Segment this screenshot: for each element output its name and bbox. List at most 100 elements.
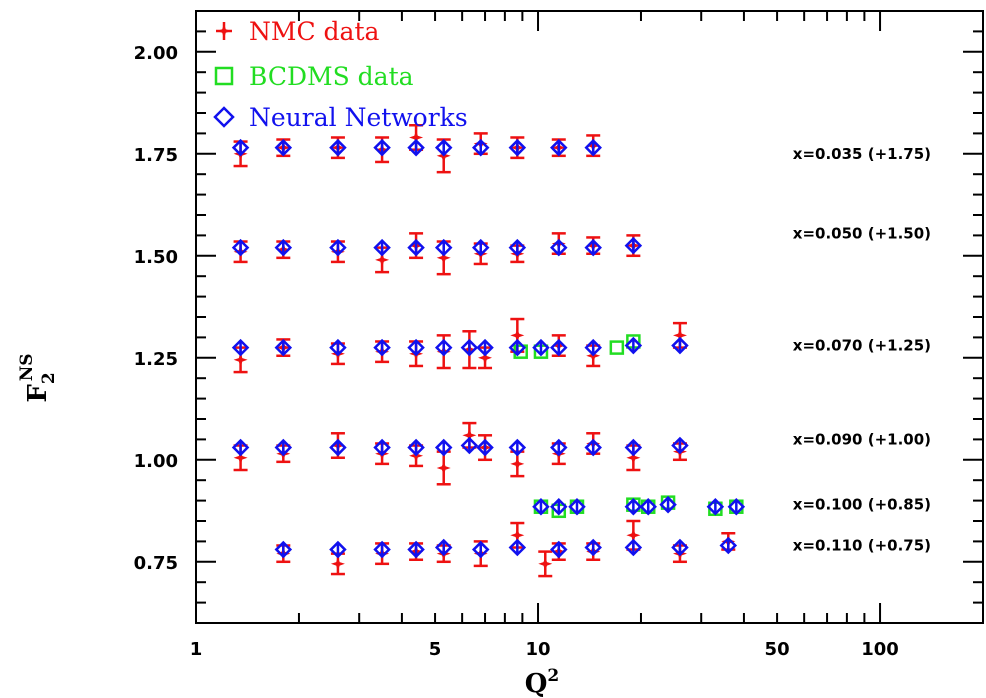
series-annotation: x=0.110 (+0.75) (793, 536, 931, 554)
nn-marker (624, 438, 643, 457)
nn-marker (231, 438, 250, 457)
nn-point (550, 497, 568, 516)
nn-point (274, 438, 293, 457)
nn-marker (584, 238, 602, 257)
x-axis-title: Q2 (525, 666, 560, 698)
nn-marker (329, 438, 347, 457)
legend-label: Neural Networks (249, 103, 468, 132)
series-annotation: x=0.070 (+1.25) (793, 337, 931, 355)
nn-point (508, 538, 527, 557)
nmc-marker (510, 528, 525, 543)
nn-marker (471, 540, 490, 559)
nn-marker (659, 495, 677, 514)
legend-diamond-marker (213, 106, 235, 128)
nn-marker (460, 436, 479, 455)
nn-marker (373, 438, 391, 457)
nn-marker (584, 138, 602, 157)
nmc-marker (626, 528, 641, 543)
x-axis-label: Q (525, 669, 548, 698)
nmc-point (538, 550, 553, 578)
series-annotation: x=0.090 (+1.00) (793, 430, 931, 448)
nn-point (329, 540, 347, 559)
nmc-marker (436, 250, 451, 265)
nn-marker (584, 538, 602, 557)
x-tick-label: 50 (765, 639, 790, 660)
nn-marker (434, 138, 453, 157)
x-tick-label: 5 (429, 639, 442, 660)
nn-point (231, 238, 250, 257)
nn-marker (508, 238, 527, 257)
nn-point (671, 538, 689, 557)
nn-marker (671, 538, 689, 557)
nn-marker (508, 138, 527, 157)
nn-point (434, 538, 453, 557)
svg-text:F2NS: F2NS (17, 353, 59, 402)
nn-point (532, 338, 550, 357)
nmc-marker (233, 352, 248, 367)
x-tick-label: 1 (190, 639, 203, 660)
nn-point (508, 238, 527, 257)
nn-marker (329, 138, 347, 157)
nn-point (508, 438, 527, 457)
x-tick-label: 10 (525, 639, 550, 660)
nn-marker (550, 138, 568, 157)
nmc-marker (409, 130, 424, 145)
nn-point (373, 540, 391, 559)
nmc-marker (233, 450, 248, 465)
nn-point (550, 540, 568, 559)
nn-marker (471, 238, 490, 257)
nn-point (508, 138, 527, 157)
nn-marker (231, 138, 250, 157)
y-axis-label: F (23, 384, 53, 403)
nn-marker (460, 338, 479, 357)
nn-point (434, 338, 453, 357)
y-tick-label: 1.50 (134, 247, 178, 268)
series-annotation: x=0.100 (+0.85) (793, 496, 931, 514)
nn-point (373, 438, 391, 457)
nn-point (508, 338, 527, 357)
nn-marker (719, 536, 738, 555)
nn-marker (550, 540, 568, 559)
nn-point (329, 338, 347, 357)
nn-point (584, 138, 602, 157)
nn-marker (508, 338, 527, 357)
nn-point (568, 497, 586, 516)
nn-point (550, 138, 568, 157)
series-annotation: x=0.050 (+1.50) (793, 224, 931, 242)
nn-point (584, 538, 602, 557)
y-axis-label-sup: NS (17, 353, 37, 381)
nn-point (624, 497, 643, 516)
nn-marker (568, 497, 586, 516)
nn-point (471, 540, 490, 559)
nn-marker (373, 338, 391, 357)
nn-marker (508, 438, 527, 457)
nn-marker (274, 138, 293, 157)
nn-marker (727, 497, 746, 516)
nn-marker (624, 497, 643, 516)
nn-point (231, 438, 250, 457)
nn-marker (274, 540, 293, 559)
nn-marker (550, 338, 568, 357)
nn-marker (407, 338, 425, 357)
nn-point (624, 336, 643, 355)
y-tick-label: 1.00 (134, 451, 178, 472)
nn-marker (373, 238, 391, 257)
nn-point (471, 238, 490, 257)
y-tick-label: 2.00 (134, 43, 178, 64)
nn-marker (407, 438, 425, 457)
nmc-marker (673, 328, 687, 343)
nmc-marker (626, 450, 641, 465)
nn-marker (373, 138, 391, 157)
nn-point (671, 436, 689, 455)
nn-marker (624, 538, 643, 557)
nn-marker (584, 438, 602, 457)
nn-marker (639, 497, 657, 516)
nn-marker (532, 338, 550, 357)
nn-marker (434, 538, 453, 557)
x-tick-label: 100 (861, 639, 899, 660)
legend-square-marker (214, 66, 234, 86)
nn-marker (407, 138, 425, 157)
nn-marker (476, 438, 494, 457)
nmc-marker (510, 456, 525, 471)
